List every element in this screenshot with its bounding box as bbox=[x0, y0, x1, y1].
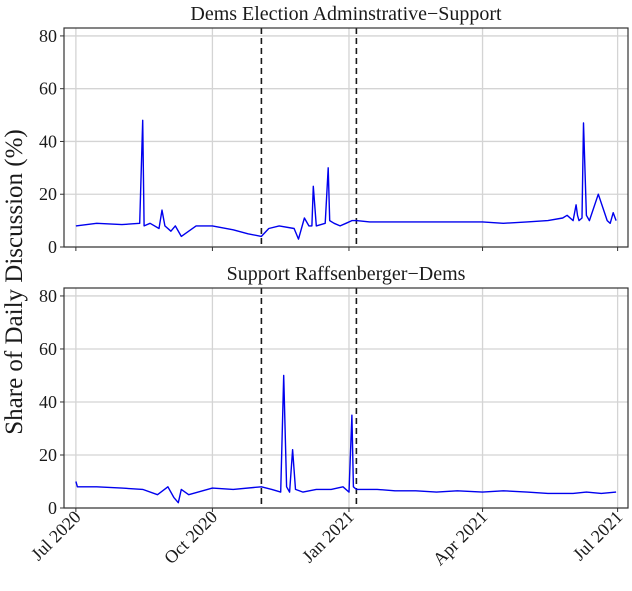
panel-title: Support Raffsenberger−Dems bbox=[227, 263, 466, 285]
y-tick-label: 20 bbox=[39, 445, 57, 465]
x-tick-label: Oct 2020 bbox=[160, 507, 221, 568]
plot-area bbox=[64, 28, 628, 247]
y-tick-label: 40 bbox=[39, 392, 57, 412]
y-tick-label: 20 bbox=[39, 184, 57, 204]
y-tick-label: 0 bbox=[48, 237, 57, 257]
y-axis-label: Share of Daily Discussion (%) bbox=[1, 129, 28, 435]
panel-title: Dems Election Adminstrative−Support bbox=[190, 3, 502, 25]
y-tick-label: 60 bbox=[39, 79, 57, 99]
y-tick-label: 40 bbox=[39, 131, 57, 151]
plot-area bbox=[64, 288, 628, 508]
y-tick-label: 0 bbox=[48, 498, 57, 518]
series-line bbox=[75, 374, 617, 504]
panel-support-raffsenberger-dems: 0 20 40 60 80 Support Raffsenberger−Dems bbox=[39, 263, 629, 518]
panel-frame bbox=[63, 287, 629, 509]
x-tick-label: Apr 2021 bbox=[429, 507, 492, 570]
panel-frame bbox=[63, 27, 629, 248]
x-tick-label: Jul 2021 bbox=[569, 507, 627, 565]
x-axis: Jul 2020 Oct 2020 Jan 2021 Apr 2021 Jul 2021 bbox=[27, 507, 626, 570]
y-tick-label: 80 bbox=[39, 26, 57, 46]
series-line bbox=[75, 119, 617, 240]
y-tick-label: 60 bbox=[39, 339, 57, 359]
x-tick-label: Jan 2021 bbox=[298, 507, 358, 567]
y-tick-label: 80 bbox=[39, 286, 57, 306]
panel-dems-election-administrative-support: 0 20 40 60 80 Dems Election Adminstrative−Sup… bbox=[39, 3, 629, 257]
